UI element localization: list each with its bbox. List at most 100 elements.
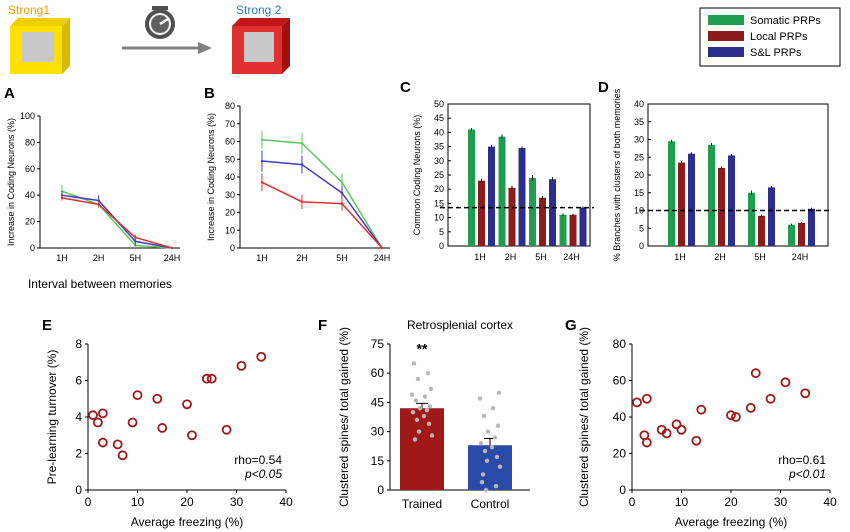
panelG-y-label: Clustered spines/ total gained (%) xyxy=(577,327,591,507)
panelC-y-tick-label: 0 xyxy=(439,241,444,251)
strong1-cube-icon xyxy=(10,18,70,74)
panelF-dot-control xyxy=(484,458,490,463)
panelF-dot-control xyxy=(481,413,487,419)
panelF-dot-trained xyxy=(424,407,430,413)
panelF-significance: ** xyxy=(417,341,428,357)
arrow-icon xyxy=(122,42,212,54)
panelF-dot-control xyxy=(479,480,485,485)
panelD-y-tick-label: 10 xyxy=(634,206,644,216)
panelG-x-label: Average freezing (%) xyxy=(675,515,788,529)
panelD-bar xyxy=(748,192,755,246)
panelE-point xyxy=(236,360,247,371)
panelF-dot-control xyxy=(485,429,491,434)
panelF-x-tick-label: Trained xyxy=(402,497,442,511)
panelC-y-tick-label: 5 xyxy=(439,227,444,237)
panelC-y-tick-label: 45 xyxy=(434,113,444,123)
panelF-y-tick-label: 30 xyxy=(371,425,385,439)
panelF-y-label: Clustered spines/ total gained (%) xyxy=(337,327,351,507)
panelB-point xyxy=(300,163,304,166)
panelD-bar xyxy=(668,141,675,246)
panelG-x-tick-label: 30 xyxy=(774,495,788,509)
panelA-y-tick-label: 0 xyxy=(30,243,35,253)
panelF-y-tick-label: 15 xyxy=(371,454,385,468)
panelD-bar xyxy=(718,167,725,246)
panelF-dot-control xyxy=(478,441,484,446)
panelE-y-tick-label: 8 xyxy=(75,337,82,351)
panel-letter-b: B xyxy=(204,85,215,102)
panelE-point xyxy=(127,417,138,428)
panelE-x-tick-label: 10 xyxy=(131,495,145,509)
panelG-stat-p: p<0.01 xyxy=(788,467,826,481)
panelF-dot-trained xyxy=(415,376,421,382)
panelA-point xyxy=(97,199,100,202)
panelG-point xyxy=(641,437,652,448)
panelD-bar xyxy=(678,162,685,246)
panelF-dot-trained xyxy=(422,394,428,399)
panelD-y-tick-label: 20 xyxy=(634,170,644,180)
panelF-dot-trained xyxy=(417,406,423,411)
panelF-y-tick-label: 75 xyxy=(371,337,385,351)
legend-label-local: Local PRPs xyxy=(750,31,808,43)
panelF-dot-control xyxy=(480,472,486,477)
panelF-dot-control xyxy=(496,390,502,395)
panelG-point xyxy=(671,419,682,430)
panelG-stat-rho: rho=0.61 xyxy=(778,453,826,467)
panelF-y-tick-label: 45 xyxy=(371,395,385,409)
panelD-bar xyxy=(768,187,775,246)
panelD-bar xyxy=(788,224,795,246)
panelC-y-tick-label: 35 xyxy=(434,142,444,152)
panelF-dot-control xyxy=(483,487,489,493)
panelC-x-tick-label: 24H xyxy=(563,252,580,262)
panelA-y-tick-label: 60 xyxy=(25,164,35,174)
panelB-point xyxy=(260,159,264,163)
panelB-y-tick-label: 60 xyxy=(225,137,235,147)
panelG-point xyxy=(750,368,761,379)
panelA-point xyxy=(170,246,174,250)
panelG-point xyxy=(641,393,652,404)
panelA-point xyxy=(134,240,137,243)
panelE-point xyxy=(93,417,103,428)
panelG-point xyxy=(726,410,736,421)
panelB-x-tick-label: 1H xyxy=(256,253,268,263)
panelE-stat-p: p<0.05 xyxy=(244,467,282,481)
panelE-stat-rho: rho=0.54 xyxy=(234,453,282,467)
panelC-y-tick-label: 30 xyxy=(434,156,444,166)
panelG-point xyxy=(661,428,672,439)
panelC-y-tick-label: 10 xyxy=(434,213,444,223)
panelB-point xyxy=(380,246,384,250)
panelE-y-label: Pre-learning turnover (%) xyxy=(45,350,59,485)
panelF-dot-control xyxy=(495,423,501,428)
panelB-y-tick-label: 10 xyxy=(225,225,235,235)
panelC-y-label: Common Coding Neurons (%) xyxy=(412,115,422,236)
panelG-point xyxy=(765,393,776,404)
panelA-y-tick-label: 40 xyxy=(25,190,35,200)
panelE-point xyxy=(182,399,192,410)
panelB-series-green xyxy=(261,138,383,249)
panelB-point xyxy=(340,181,344,184)
panelC-bar xyxy=(569,214,577,246)
panelF-bar xyxy=(400,408,444,490)
panelC-x-tick-label: 5H xyxy=(535,252,547,262)
panelD-y-tick-label: 40 xyxy=(634,99,644,109)
panelG-point xyxy=(800,388,811,399)
panelF-title: Retrosplenial cortex xyxy=(407,318,513,332)
panelC-bar xyxy=(539,197,546,246)
panelC-bar xyxy=(549,179,556,246)
legend-label-sl: S&L PRPs xyxy=(750,47,802,59)
panelF-bar xyxy=(468,445,512,490)
panelF-dot-trained xyxy=(426,421,432,427)
panelG-x-tick-label: 10 xyxy=(675,495,689,509)
panelA-point xyxy=(60,196,64,200)
panelA-y-tick-label: 80 xyxy=(25,137,35,147)
panelB-y-tick-label: 40 xyxy=(225,172,235,182)
panelE-point xyxy=(152,393,163,404)
panelG-y-tick-label: 0 xyxy=(619,483,626,497)
panelA-x-label: Interval between memories xyxy=(28,277,172,291)
strong2-label: Strong 2 xyxy=(236,3,282,17)
panelA-x-tick-label: 1H xyxy=(56,253,68,263)
panelE-x-tick-label: 20 xyxy=(180,495,194,509)
panelD-y-label: % Branches with clusters of both memorie… xyxy=(612,88,622,261)
panelF-dot-trained xyxy=(425,371,431,376)
panelB-point xyxy=(260,181,264,184)
panelB-y-tick-label: 50 xyxy=(225,154,235,164)
